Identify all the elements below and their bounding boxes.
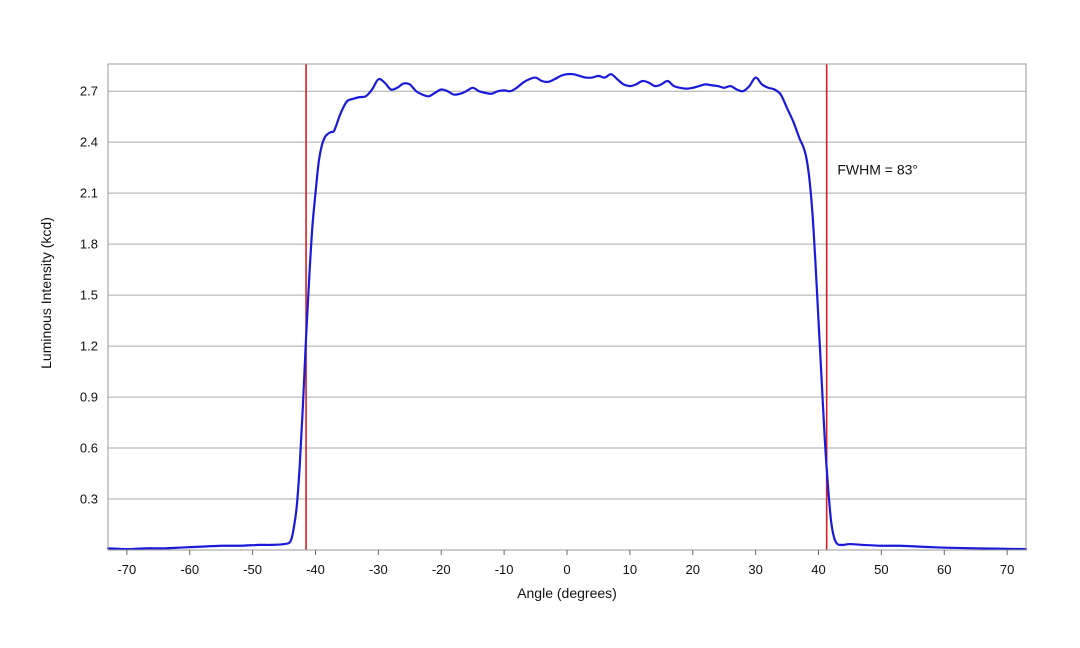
y-tick-label: 0.9 <box>80 390 98 405</box>
x-tick-label: 10 <box>623 562 637 577</box>
x-tick-label: 0 <box>563 562 570 577</box>
y-axis: 0.3 0.6 0.9 1.2 1.5 1.8 2.1 2.4 2.7 <box>80 84 98 507</box>
x-tick-label: 60 <box>937 562 951 577</box>
y-tick-label: 1.5 <box>80 288 98 303</box>
x-tick-label: -60 <box>180 562 199 577</box>
x-tick-label: -70 <box>117 562 136 577</box>
x-tick-label: -20 <box>432 562 451 577</box>
x-tick-label: -40 <box>306 562 325 577</box>
y-tick-label: 0.6 <box>80 441 98 456</box>
annotations: FWHM = 83° <box>837 161 918 177</box>
x-tick-label: -10 <box>495 562 514 577</box>
y-tick-label: 2.4 <box>80 135 98 150</box>
x-tick-label: 70 <box>1000 562 1014 577</box>
x-tick-label: 20 <box>686 562 700 577</box>
x-tick-label: 30 <box>748 562 762 577</box>
fwhm-annotation: FWHM = 83° <box>837 161 918 177</box>
x-tick-label: 50 <box>874 562 888 577</box>
y-tick-label: 1.8 <box>80 237 98 252</box>
x-tick-label: 40 <box>811 562 825 577</box>
x-axis-title: Angle (degrees) <box>517 585 617 601</box>
x-tick-label: -50 <box>243 562 262 577</box>
y-tick-label: 2.1 <box>80 186 98 201</box>
y-tick-label: 0.3 <box>80 492 98 507</box>
y-tick-label: 2.7 <box>80 84 98 99</box>
y-tick-label: 1.2 <box>80 339 98 354</box>
y-axis-title: Luminous Intensity (kcd) <box>38 217 54 369</box>
x-tick-label: -30 <box>369 562 388 577</box>
